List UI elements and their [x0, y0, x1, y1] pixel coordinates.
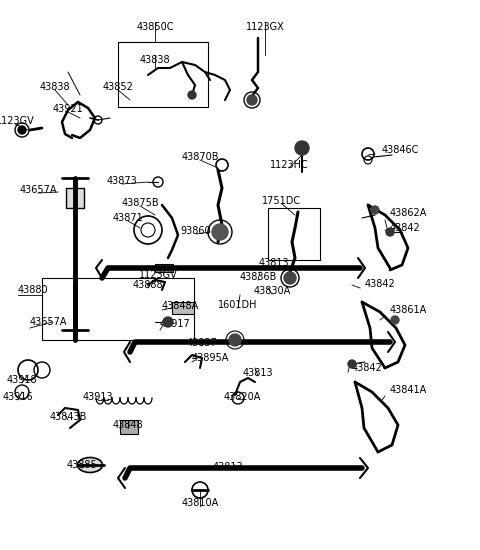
Text: 43841A: 43841A [390, 385, 427, 395]
Text: 43918: 43918 [7, 375, 37, 385]
Circle shape [284, 272, 296, 284]
Text: 1123GV: 1123GV [0, 116, 35, 126]
Bar [172, 302, 194, 314]
Text: 43820A: 43820A [223, 392, 261, 402]
Text: 43657A: 43657A [19, 185, 57, 195]
Text: 43862A: 43862A [390, 208, 427, 218]
Text: 43842: 43842 [365, 279, 396, 289]
Text: 43916: 43916 [3, 392, 33, 402]
Text: 43810A: 43810A [181, 498, 218, 508]
Circle shape [371, 206, 379, 214]
Text: 1123HC: 1123HC [270, 160, 308, 170]
Text: 43842: 43842 [390, 223, 421, 233]
Circle shape [18, 126, 26, 134]
Text: 43657A: 43657A [30, 317, 68, 327]
Circle shape [391, 316, 399, 324]
Bar [268, 208, 320, 260]
Ellipse shape [77, 458, 103, 472]
Text: 1123GX: 1123GX [246, 22, 284, 32]
Text: 43813: 43813 [243, 368, 273, 378]
Text: 43838: 43838 [40, 82, 70, 92]
Text: 43921: 43921 [53, 104, 84, 114]
Text: 43870B: 43870B [181, 152, 219, 162]
Text: 43848: 43848 [113, 420, 144, 430]
Text: 43850C: 43850C [136, 22, 174, 32]
Text: 43875B: 43875B [121, 198, 159, 208]
Text: 43848A: 43848A [162, 301, 199, 311]
Text: 43888: 43888 [132, 280, 163, 290]
Circle shape [247, 95, 257, 105]
Text: 43852: 43852 [103, 82, 133, 92]
Text: 43830A: 43830A [253, 286, 290, 296]
Text: 1123GV: 1123GV [139, 270, 178, 280]
Bar [120, 420, 138, 434]
Text: 43813: 43813 [213, 462, 243, 472]
Circle shape [229, 334, 241, 346]
Circle shape [212, 224, 228, 240]
Text: 43838: 43838 [140, 55, 170, 65]
Text: 43885: 43885 [67, 460, 97, 470]
Text: 43917: 43917 [160, 319, 191, 329]
Text: 43913: 43913 [83, 392, 113, 402]
Bar [42, 278, 194, 340]
Circle shape [386, 228, 394, 236]
Text: 43895A: 43895A [192, 353, 229, 363]
Text: 43842: 43842 [352, 363, 383, 373]
Bar [118, 42, 208, 107]
Text: 43873: 43873 [107, 176, 137, 186]
Text: 93860: 93860 [180, 226, 211, 236]
Text: 1601DH: 1601DH [218, 300, 258, 310]
Text: 43861A: 43861A [390, 305, 427, 315]
Circle shape [163, 317, 173, 327]
Text: 43846C: 43846C [382, 145, 420, 155]
Text: 43871: 43871 [113, 213, 144, 223]
Text: 43843B: 43843B [49, 412, 87, 422]
Circle shape [188, 91, 196, 99]
Bar [66, 188, 84, 208]
Text: 43880: 43880 [18, 285, 48, 295]
Text: 43813: 43813 [259, 258, 289, 268]
Text: 43837: 43837 [187, 338, 217, 348]
Bar [155, 264, 173, 272]
Text: 1751DC: 1751DC [263, 196, 301, 206]
Circle shape [295, 141, 309, 155]
Text: 43836B: 43836B [240, 272, 276, 282]
Circle shape [348, 360, 356, 368]
